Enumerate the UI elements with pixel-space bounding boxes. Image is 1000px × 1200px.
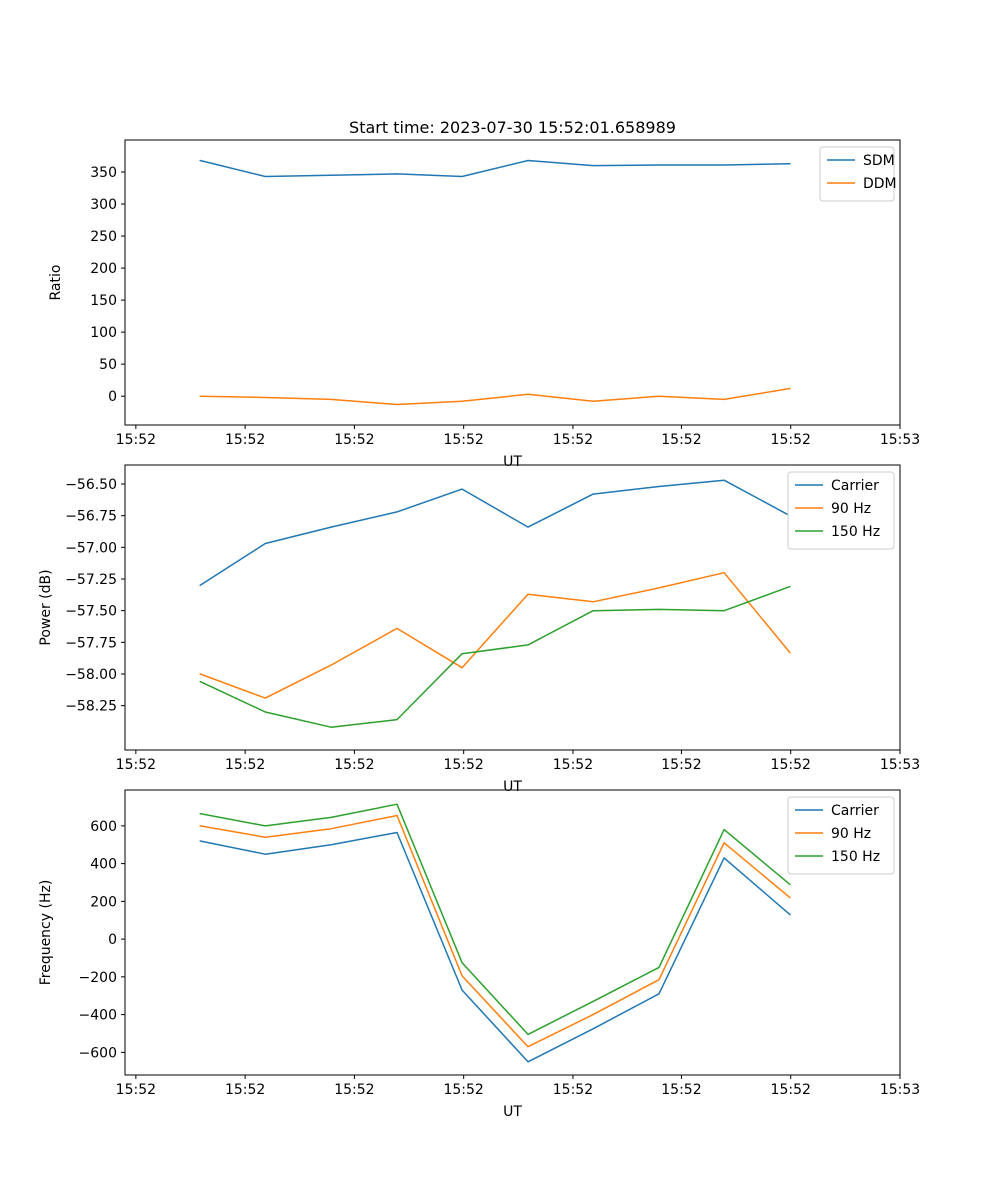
y-tick-label: −57.00 [65,540,117,556]
y-tick-label: 100 [90,325,117,341]
subplot-2: −58.25 −58.00 −57.75 −57.50 −57.25 −57.00 −56.… [38,464,920,795]
legend-label: SDM [863,153,895,169]
x-tick-label: 15:52 [116,1082,156,1098]
y-tick-label: −56.75 [65,509,117,525]
legend-label: 150 Hz [831,849,880,865]
y-tick-label: 150 [90,293,117,309]
legend-box [787,471,895,550]
y-tick-label: −57.75 [65,635,117,651]
x-tick-label: 15:52 [443,757,483,773]
x-tick-label: 15:52 [334,432,374,448]
x-tick-label: 15:52 [443,1082,483,1098]
y-tick-label: −400 [79,1008,117,1024]
series-line-ddm [199,387,791,406]
y-tick-label: −57.50 [65,604,117,620]
y-tick-label: 350 [90,165,117,181]
y-tick-label: −600 [79,1045,117,1061]
x-tick-label: 15:52 [661,432,701,448]
axes-frame [124,789,901,1076]
x-tick-label: 15:53 [880,1082,920,1098]
series-line-carrier [199,479,791,587]
y-tick-label: 50 [99,357,117,373]
axes-frame [124,464,901,751]
x-tick-label: 15:52 [334,1082,374,1098]
y-tick-label: 200 [90,894,117,910]
legend-label: DDM [863,176,897,192]
series-line-90-hz [199,571,791,699]
series-line-carrier [199,831,791,1063]
legend-label: 90 Hz [831,826,871,842]
y-tick-label: 200 [90,261,117,277]
x-tick-label: 15:52 [225,1082,265,1098]
x-tick-label: 15:52 [225,432,265,448]
legend-label: Carrier [831,803,879,819]
y-tick-label: 600 [90,819,117,835]
y-axis-label: Power (dB) [38,569,54,645]
x-tick-label: 15:52 [553,432,593,448]
x-tick-label: 15:52 [225,757,265,773]
y-tick-label: 300 [90,197,117,213]
x-tick-label: 15:52 [553,757,593,773]
x-tick-label: 15:52 [116,757,156,773]
axes-frame [124,139,901,426]
x-axis-label: UT [503,779,522,795]
x-tick-label: 15:53 [880,757,920,773]
x-tick-label: 15:52 [661,1082,701,1098]
y-tick-label: −58.25 [65,699,117,715]
legend-box [787,796,895,875]
x-tick-label: 15:52 [771,757,811,773]
legend-label: 150 Hz [831,524,880,540]
y-tick-label: 250 [90,229,117,245]
y-tick-label: 400 [90,857,117,873]
y-tick-label: −200 [79,970,117,986]
y-tick-label: −56.50 [65,477,117,493]
x-tick-label: 15:52 [553,1082,593,1098]
series-line-sdm [199,159,791,178]
y-axis-label: Frequency (Hz) [38,880,54,986]
x-axis-label: UT [503,454,522,470]
y-axis-label: Ratio [48,265,64,301]
y-tick-label: 0 [108,389,117,405]
y-tick-label: −58.00 [65,667,117,683]
subplot-1: 0 50 100 150 200 250 300 350 15:52 15:52 15:52 15:5… [48,139,920,470]
x-tick-label: 15:53 [880,432,920,448]
x-tick-label: 15:52 [661,757,701,773]
x-tick-label: 15:52 [771,432,811,448]
chart-title: Start time: 2023-07-30 15:52:01.658989 [349,118,676,137]
x-tick-label: 15:52 [334,757,374,773]
subplot-3: −600 −400 −200 0 200 400 600 15:52 15:52 15:52 15:… [38,789,920,1120]
x-axis-label: UT [503,1104,522,1120]
x-tick-label: 15:52 [771,1082,811,1098]
y-tick-label: 0 [108,932,117,948]
x-tick-label: 15:52 [116,432,156,448]
x-tick-label: 15:52 [443,432,483,448]
series-line-90-hz [199,814,791,1048]
legend-label: 90 Hz [831,501,871,517]
y-tick-label: −57.25 [65,572,117,588]
series-line-150-hz [199,803,791,1036]
legend-label: Carrier [831,478,879,494]
series-line-150-hz [199,585,791,728]
